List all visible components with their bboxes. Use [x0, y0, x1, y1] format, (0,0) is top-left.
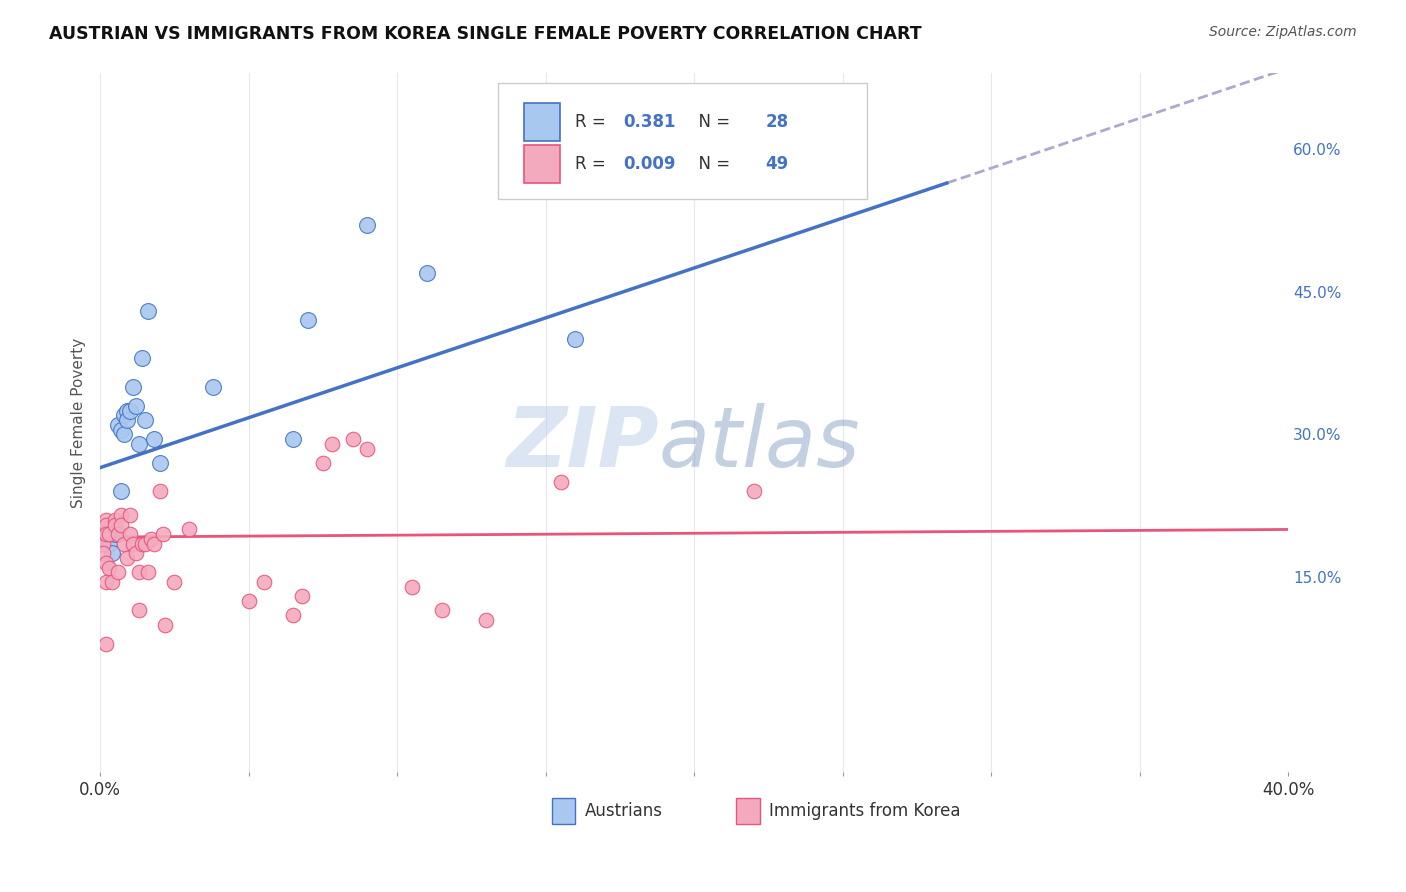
Point — [115, 403, 138, 417]
Point — [94, 527, 117, 541]
Point — [356, 218, 378, 232]
Point — [125, 399, 148, 413]
Point — [94, 574, 117, 589]
Point — [110, 484, 132, 499]
Point — [91, 546, 114, 560]
Point — [115, 413, 138, 427]
Point — [312, 456, 335, 470]
Point — [98, 527, 121, 541]
Text: Austrians: Austrians — [585, 802, 664, 820]
Point — [91, 537, 114, 551]
Point — [152, 527, 174, 541]
Point — [134, 537, 156, 551]
Point — [136, 303, 159, 318]
Point — [94, 513, 117, 527]
Point — [118, 527, 141, 541]
Text: Source: ZipAtlas.com: Source: ZipAtlas.com — [1209, 25, 1357, 39]
Point — [110, 517, 132, 532]
Point — [128, 603, 150, 617]
Point — [148, 456, 170, 470]
Point — [121, 537, 143, 551]
Text: Immigrants from Korea: Immigrants from Korea — [769, 802, 960, 820]
Point — [142, 432, 165, 446]
Point — [121, 380, 143, 394]
Point — [104, 513, 127, 527]
Point — [115, 551, 138, 566]
Point — [112, 427, 135, 442]
Point — [179, 523, 201, 537]
Point — [98, 560, 121, 574]
Point — [94, 517, 117, 532]
Point — [112, 409, 135, 423]
Point — [134, 413, 156, 427]
Point — [163, 574, 186, 589]
Point — [283, 432, 305, 446]
FancyBboxPatch shape — [498, 84, 866, 199]
Text: 0.381: 0.381 — [623, 113, 675, 131]
Point — [252, 574, 274, 589]
Point — [742, 484, 765, 499]
Point — [131, 351, 153, 366]
Point — [91, 527, 114, 541]
Point — [128, 437, 150, 451]
Point — [297, 313, 319, 327]
Point — [155, 617, 177, 632]
Bar — [735, 797, 759, 824]
Point — [475, 613, 498, 627]
Point — [110, 423, 132, 437]
Point — [401, 580, 423, 594]
Point — [356, 442, 378, 456]
Text: N =: N = — [689, 155, 735, 173]
Point — [202, 380, 225, 394]
Point — [283, 608, 305, 623]
Point — [104, 527, 127, 541]
Point — [118, 403, 141, 417]
Y-axis label: Single Female Poverty: Single Female Poverty — [72, 337, 86, 508]
Point — [139, 532, 162, 546]
Bar — [524, 103, 560, 141]
Point — [101, 574, 124, 589]
Point — [430, 603, 453, 617]
Point — [98, 523, 121, 537]
Text: 28: 28 — [766, 113, 789, 131]
Point — [125, 546, 148, 560]
Point — [110, 508, 132, 523]
Point — [101, 546, 124, 560]
Point — [291, 589, 314, 603]
Point — [94, 556, 117, 570]
Text: R =: R = — [575, 155, 612, 173]
Point — [136, 566, 159, 580]
Point — [321, 437, 343, 451]
Text: R =: R = — [575, 113, 612, 131]
Bar — [551, 797, 575, 824]
Point — [107, 566, 129, 580]
Point — [98, 537, 121, 551]
Point — [128, 566, 150, 580]
Point — [550, 475, 572, 489]
Point — [104, 517, 127, 532]
Point — [131, 537, 153, 551]
Point — [112, 537, 135, 551]
Text: AUSTRIAN VS IMMIGRANTS FROM KOREA SINGLE FEMALE POVERTY CORRELATION CHART: AUSTRIAN VS IMMIGRANTS FROM KOREA SINGLE… — [49, 25, 922, 43]
Point — [416, 266, 439, 280]
Text: ZIP: ZIP — [506, 403, 658, 484]
Point — [238, 594, 260, 608]
Text: 0.009: 0.009 — [623, 155, 675, 173]
Point — [148, 484, 170, 499]
Text: 49: 49 — [766, 155, 789, 173]
Text: atlas: atlas — [658, 403, 860, 484]
Point — [94, 637, 117, 651]
Point — [98, 527, 121, 541]
Bar — [524, 145, 560, 183]
Point — [107, 527, 129, 541]
Point — [118, 508, 141, 523]
Point — [107, 417, 129, 432]
Point — [342, 432, 364, 446]
Point — [94, 527, 117, 541]
Point — [142, 537, 165, 551]
Text: N =: N = — [689, 113, 735, 131]
Point — [564, 332, 586, 346]
